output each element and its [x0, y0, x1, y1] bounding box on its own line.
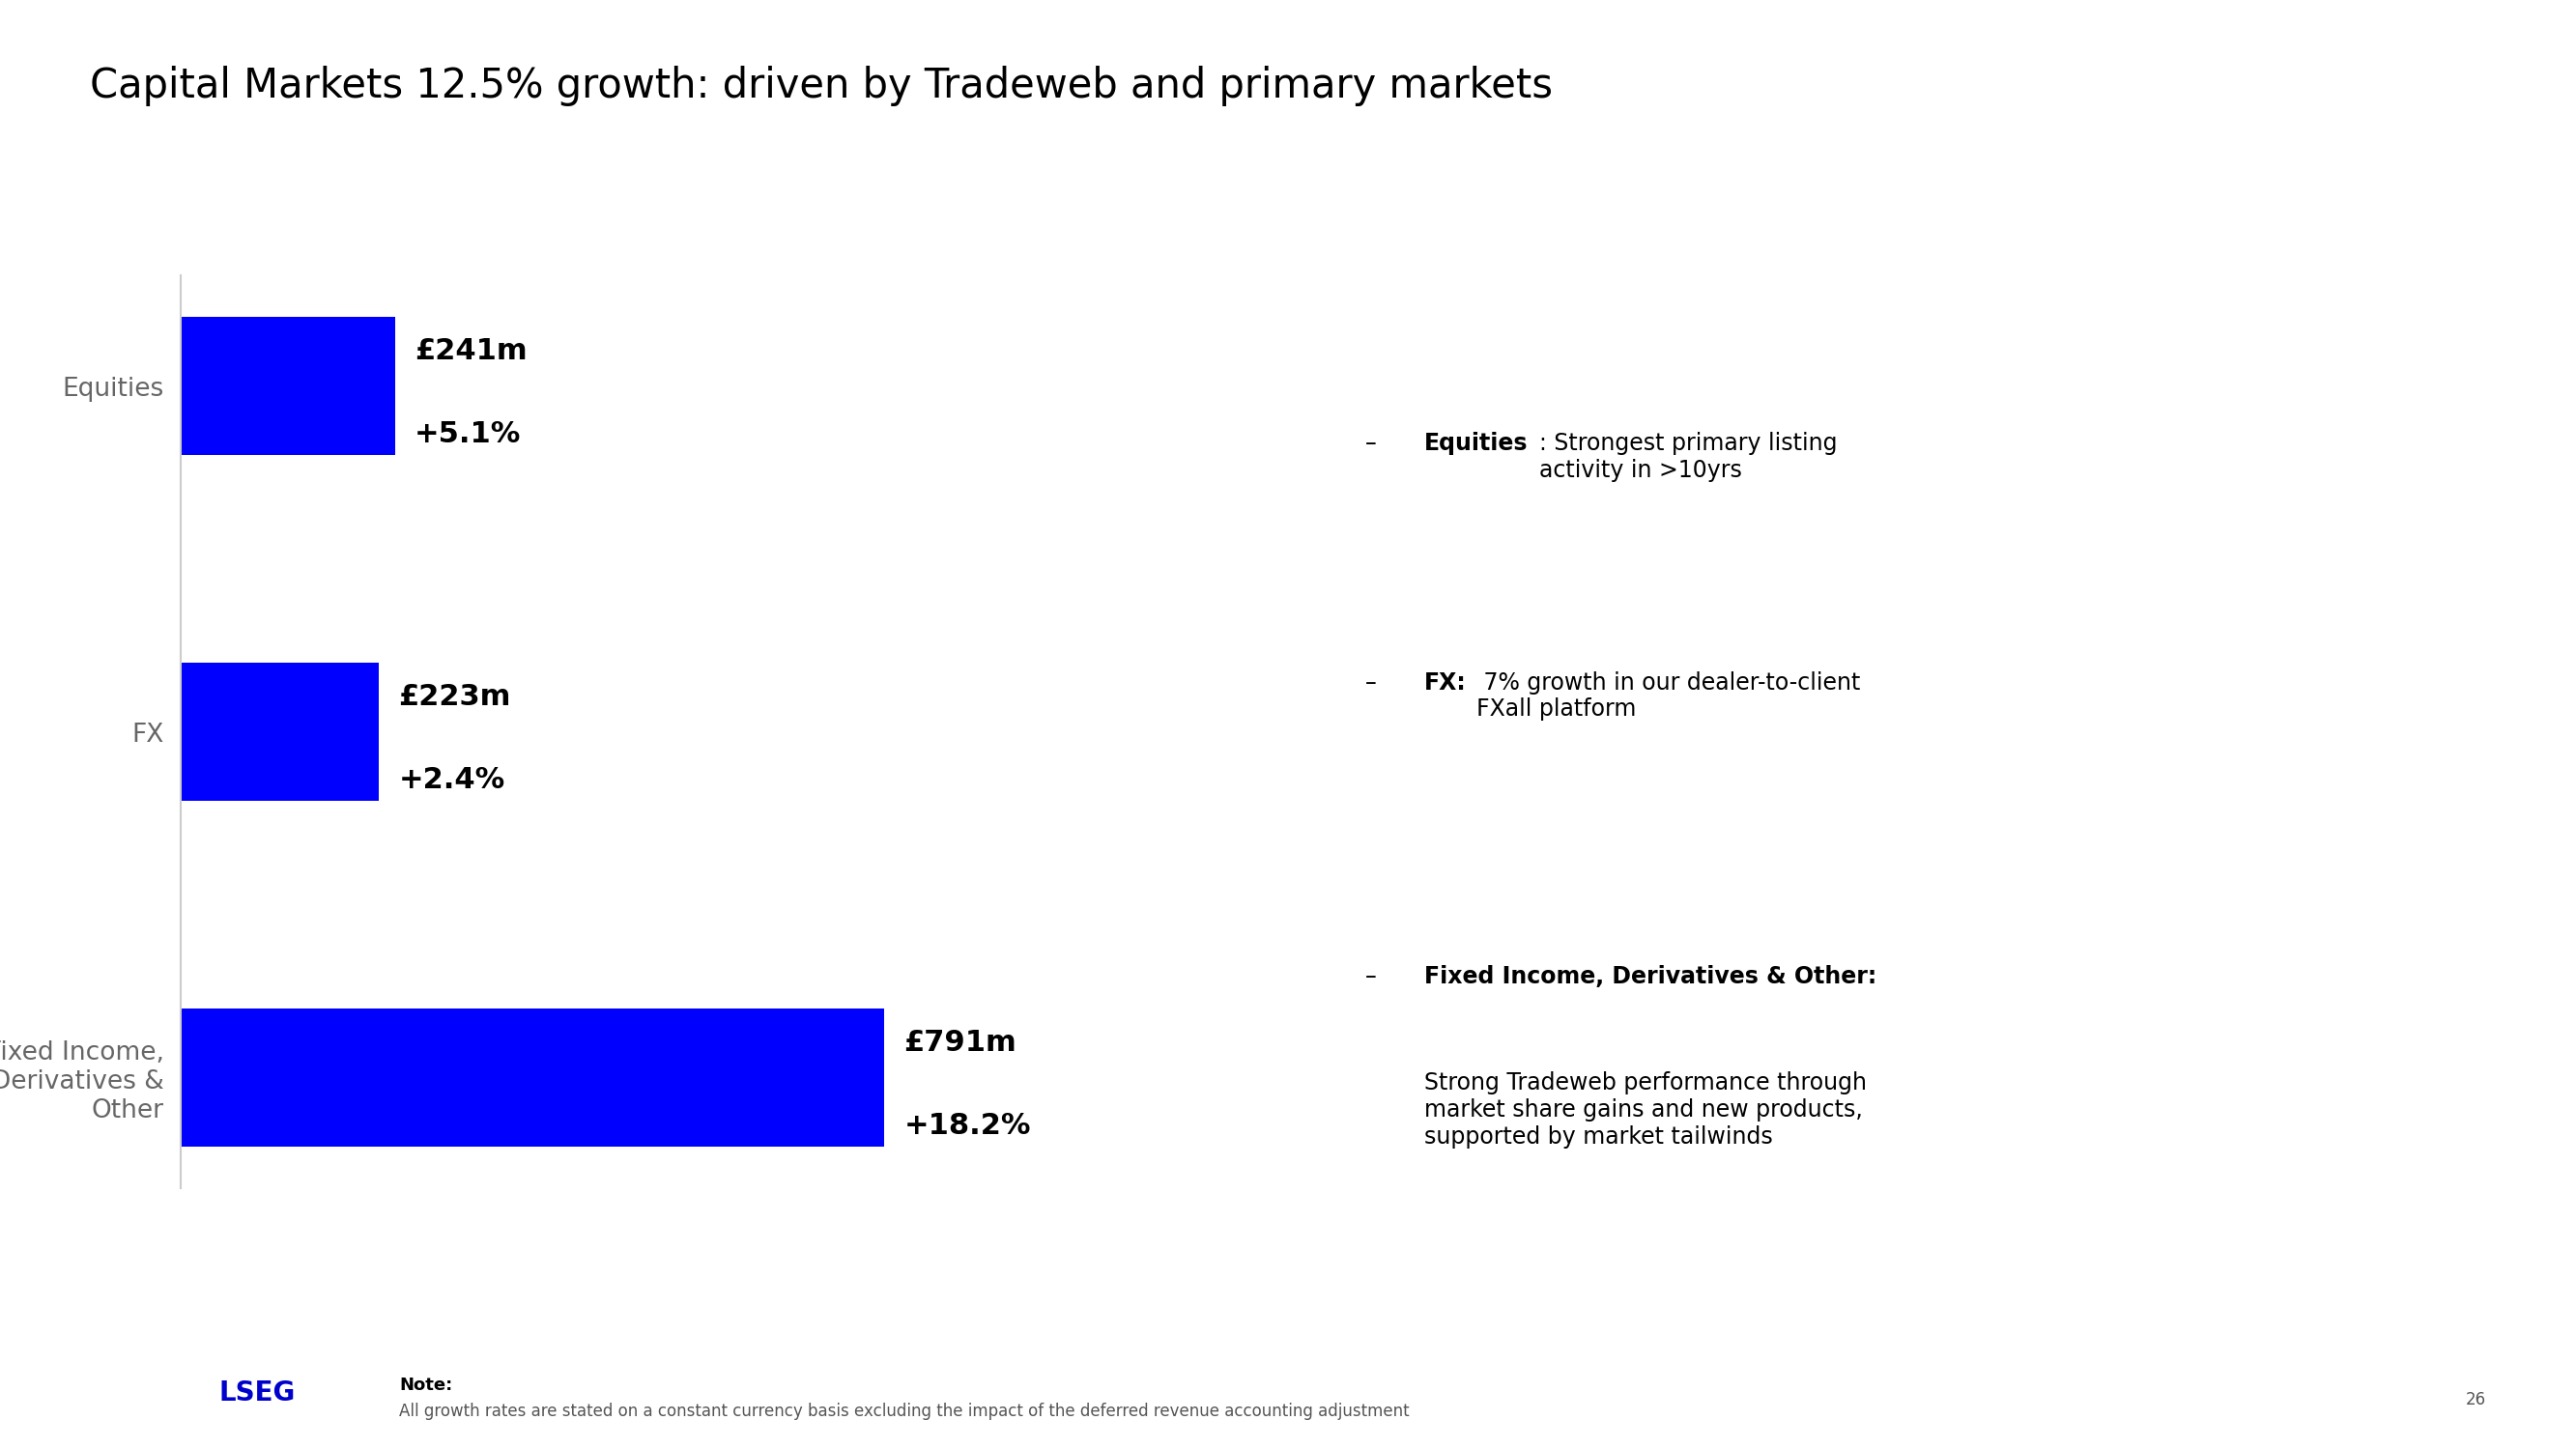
Text: LSEG: LSEG: [219, 1379, 296, 1407]
Text: Capital Markets 12.5% growth: driven by Tradeweb and primary markets: Capital Markets 12.5% growth: driven by …: [90, 65, 1553, 106]
Text: £791m: £791m: [904, 1029, 1018, 1056]
Text: Strong Tradeweb performance through
market share gains and new products,
support: Strong Tradeweb performance through mark…: [1425, 1071, 1868, 1148]
Bar: [180, 662, 379, 801]
Text: £223m: £223m: [399, 682, 510, 711]
Text: –: –: [1365, 965, 1376, 988]
Text: +2.4%: +2.4%: [399, 767, 505, 794]
Bar: [180, 1009, 884, 1146]
Text: –: –: [1365, 671, 1376, 694]
Text: Equities: Equities: [1425, 432, 1528, 455]
Text: FX:: FX:: [1425, 671, 1466, 694]
Text: Fixed Income, Derivatives & Other:: Fixed Income, Derivatives & Other:: [1425, 965, 1875, 988]
Text: –: –: [1365, 432, 1376, 455]
Text: Well positioned to benefit from greater interest rate uncertainty: Well positioned to benefit from greater …: [649, 1265, 1927, 1297]
Text: All growth rates are stated on a constant currency basis excluding the impact of: All growth rates are stated on a constan…: [399, 1403, 1409, 1420]
Text: +5.1%: +5.1%: [415, 420, 520, 448]
Text: 26: 26: [2465, 1391, 2486, 1408]
Bar: [180, 317, 394, 455]
Text: £241m: £241m: [415, 338, 528, 365]
Text: 7% growth in our dealer-to-client
FXall platform: 7% growth in our dealer-to-client FXall …: [1476, 671, 1860, 722]
Text: Note:: Note:: [399, 1377, 453, 1394]
Text: : Strongest primary listing
activity in >10yrs: : Strongest primary listing activity in …: [1538, 432, 1837, 481]
Text: +18.2%: +18.2%: [904, 1111, 1030, 1140]
